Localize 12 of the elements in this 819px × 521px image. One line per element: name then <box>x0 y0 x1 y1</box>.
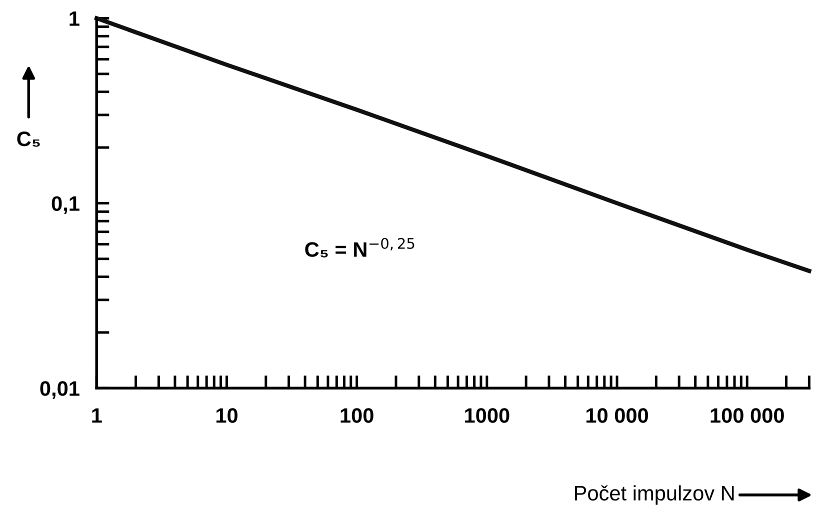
x-tick-label: 1000 <box>465 408 510 423</box>
y-axis-title: C₅ <box>17 132 40 147</box>
y-tick-label: 0,1 <box>52 196 80 214</box>
annotation: C₅ = N$^{−0,25}$ <box>305 238 414 258</box>
x-tick-label: 100 <box>340 408 374 423</box>
x-tick-label: 1 <box>92 408 102 423</box>
x-tick-label: 100 000 <box>710 408 784 423</box>
y-tick-label: 1 <box>70 11 80 26</box>
x-tick-label: 10 000 <box>586 408 648 423</box>
x-tick-label: 10 <box>216 408 238 423</box>
y-tick-label: 0,01 <box>40 381 80 399</box>
x-axis-title: Počet impulzov N <box>575 485 734 505</box>
